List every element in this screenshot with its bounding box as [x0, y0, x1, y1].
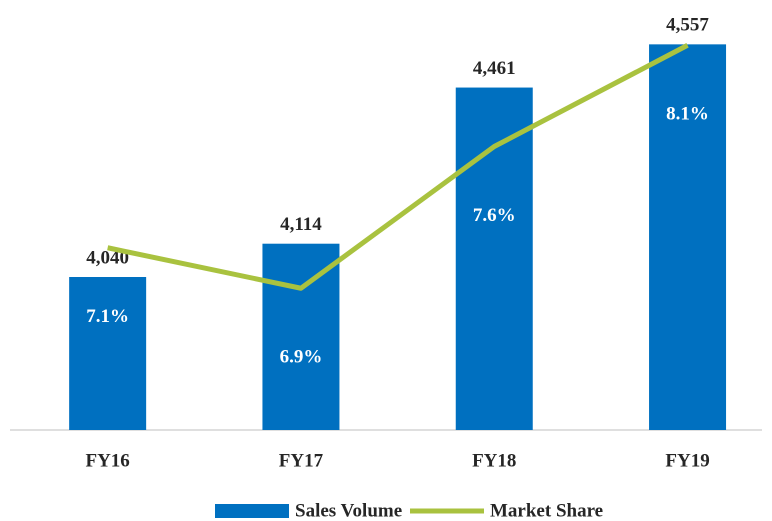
x-tick-label: FY17 — [279, 450, 324, 471]
bar — [649, 44, 727, 430]
bar-value-label: 4,040 — [86, 247, 129, 268]
bar — [69, 277, 147, 430]
line-value-label: 8.1% — [666, 104, 709, 125]
x-tick-label: FY19 — [665, 450, 709, 471]
line-value-label: 7.6% — [473, 205, 516, 226]
legend-swatch — [215, 504, 289, 518]
bar — [262, 243, 340, 430]
line-value-label: 6.9% — [280, 347, 323, 368]
bar — [455, 87, 533, 431]
bar-value-label: 4,557 — [666, 15, 709, 36]
bar-value-label: 4,114 — [280, 214, 322, 235]
legend-label: Sales Volume — [295, 500, 402, 521]
bar-value-label: 4,461 — [473, 58, 516, 79]
legend-label: Market Share — [490, 500, 603, 521]
x-tick-label: FY16 — [85, 450, 129, 471]
line — [107, 43, 689, 291]
line-value-label: 7.1% — [86, 306, 129, 327]
x-tick-label: FY18 — [472, 450, 516, 471]
